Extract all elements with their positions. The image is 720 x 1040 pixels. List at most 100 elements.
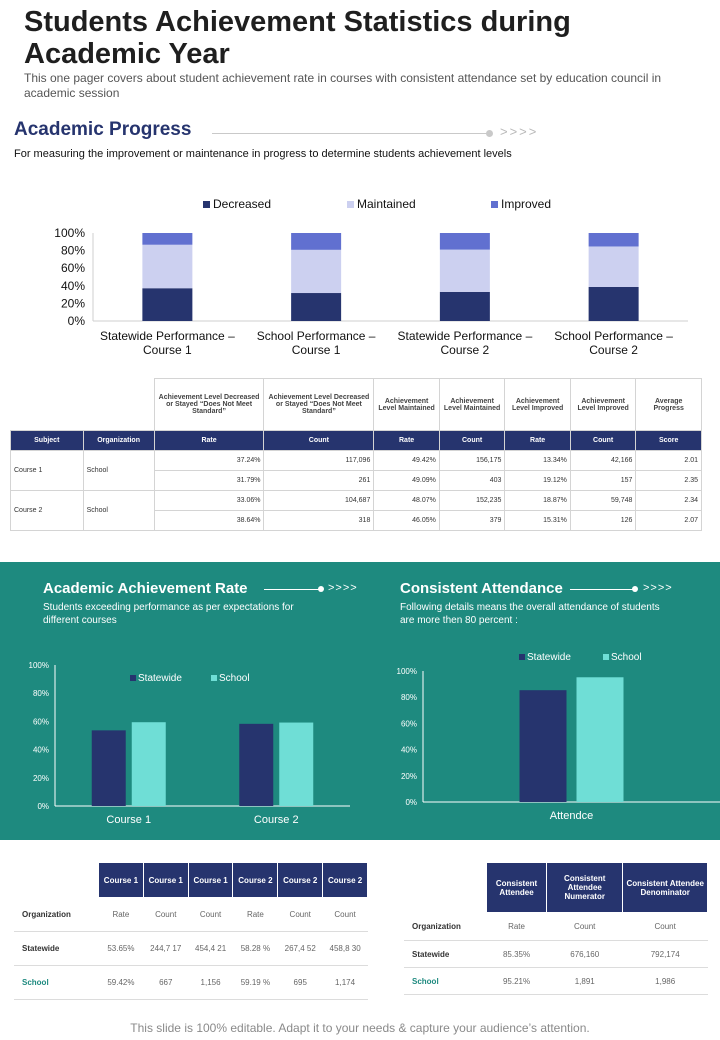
table-cell: 31.79% [153,470,265,491]
table-cell: 49.09% [373,470,440,491]
table-cell: 458,8 30 [322,931,368,966]
x-tick-label: Course 2 [254,814,299,826]
table-cell: 38.64% [153,510,265,531]
legend-swatch [130,675,136,681]
table-row: School 59.42% 667 1,156 59.19 % 695 1,17… [14,965,368,1000]
table-cell: 244,7 17 [143,931,189,966]
column-header: Consistent Attendee Denominator [622,862,708,913]
table-cell: 1,891 [546,967,623,995]
page-title: Students Achievement Statistics during A… [24,6,571,70]
legend-swatch [491,201,498,208]
table-row: 38.64% 318 46.05% 379 15.31% 126 2.07 [11,510,702,531]
legend-swatch [603,654,609,660]
y-tick-label: 40% [33,746,49,755]
group-header: Achievement Level Maintained [373,378,440,431]
group-header: Achievement Level Maintained [438,378,506,431]
column-header: Count [438,430,506,451]
x-tick-label: Statewide Performance – [100,329,235,343]
table-cell: 126 [569,510,637,531]
column-header: Course 2 [232,862,279,898]
attendance-chart: Statewide School 100% 80% 60% 40% 20% 0% Attendc… [397,652,720,822]
academic-progress-description: For measuring the improvement or mainten… [14,148,512,160]
table-cell: 1,156 [188,965,233,1000]
table-cell: Rate [98,897,144,932]
table-cell: 19.12% [504,470,571,491]
organization-cell: School [82,490,155,531]
row-label: School [404,967,487,995]
page-subtitle: This one pager covers about student achi… [24,71,662,100]
x-tick-label: Statewide Performance – [398,329,533,343]
y-tick-label: 0% [68,314,86,328]
table-cell: Count [622,912,708,941]
table-cell: 49.42% [373,450,440,471]
table-cell: 152,235 [438,490,506,511]
table-cell: 104,687 [263,490,375,511]
table-cell: Count [322,897,368,932]
bar-segment [588,246,639,287]
column-header: Course 1 [142,862,189,898]
y-tick-label: 80% [401,693,417,702]
legend-label: Decreased [213,197,271,211]
table-row: Organization Rate Count Count [404,912,708,941]
bar [279,722,314,806]
y-tick-label: 40% [61,279,85,293]
consistent-attendance-description: Following details means the overall atte… [400,602,660,626]
y-tick-label: 80% [33,689,49,698]
legend-label: Statewide [138,673,182,684]
table-cell: 59,748 [569,490,637,511]
achievement-rate-chart: Statewide School 100% 80% 60% 40% 20% 0% Course … [29,661,350,826]
x-tick-label: Course 1 [106,814,151,826]
column-header: Organization [82,430,155,451]
row-label: Statewide [14,931,99,966]
achievement-rate-description: Students exceeding performance as per ex… [43,602,294,626]
legend-swatch [203,201,210,208]
achievement-rate-title: Academic Achievement Rate [43,580,248,597]
table-cell: Count [277,897,323,932]
table-cell: Count [188,897,233,932]
bar-segment [142,233,193,245]
row-label: School [14,965,99,1000]
bar [576,677,624,802]
y-tick-label: 60% [33,717,49,726]
x-tick-label: Course 2 [589,343,638,357]
legend-label: Statewide [527,652,571,663]
table-cell: 157 [569,470,637,491]
column-header: Count [263,430,375,451]
table-cell: 2.35 [635,470,702,491]
bar-segment [142,244,193,289]
table-cell: 379 [438,510,506,531]
heading-divider-dot [486,130,493,137]
table-cell: 59.42% [98,965,144,1000]
table-row: Statewide 53.65% 244,7 17 454,4 21 58.28… [14,931,368,966]
group-header: Achievement Level Decreased or Stayed “D… [263,378,375,431]
table-cell: Rate [232,897,278,932]
column-header: Course 2 [277,862,324,898]
column-header: Rate [504,430,571,451]
table-cell: 33.06% [153,490,265,511]
table-cell: 15.31% [504,510,571,531]
chevrons-right-icon: >>>> [500,124,539,139]
y-tick-label: 40% [401,746,417,755]
table-cell: 454,4 21 [188,931,233,966]
heading-divider-line [212,133,490,134]
organization-label: Organization [14,897,99,932]
academic-progress-chart: Decreased Maintained Improved 100% 80% 60% 40%… [54,197,688,357]
achievement-rate-table: Course 1 Course 1 Course 1 Course 2 Cour… [14,862,368,1000]
column-header: Score [635,430,702,451]
y-tick-label: 100% [54,226,85,240]
table-cell: 117,096 [263,450,375,471]
y-tick-label: 20% [33,774,49,783]
bar-segment [291,293,342,321]
title-divider-line [264,589,320,590]
y-tick-label: 60% [61,261,85,275]
organization-label: Organization [404,912,487,941]
subject-cell: Course 2 [10,490,84,531]
bar [91,730,126,806]
table-cell: Rate [486,912,547,941]
y-tick-label: 0% [405,798,417,807]
bar-segment [439,233,490,250]
y-tick-label: 80% [61,244,85,258]
table-cell: 156,175 [438,450,506,471]
group-header: Achievement Level Improved [504,378,571,431]
title-divider-dot [318,586,324,592]
